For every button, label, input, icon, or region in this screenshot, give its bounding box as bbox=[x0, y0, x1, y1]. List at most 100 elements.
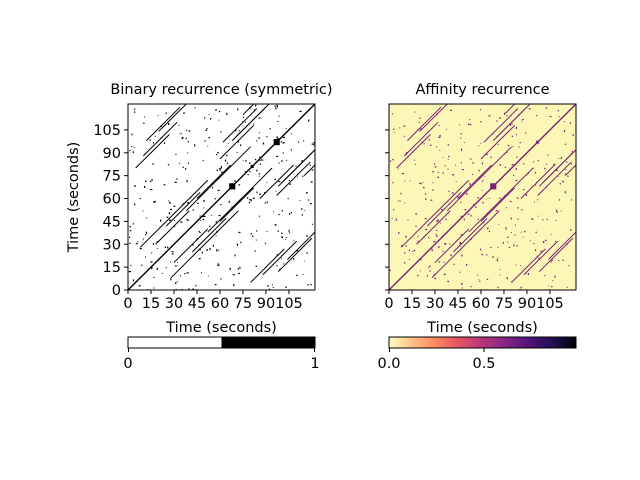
recurrence-point bbox=[499, 197, 501, 200]
recurrence-point bbox=[520, 264, 522, 266]
recurrence-point bbox=[521, 209, 523, 211]
recurrence-point bbox=[414, 111, 416, 113]
recurrence-line bbox=[234, 104, 270, 138]
recurrence-point bbox=[271, 284, 273, 286]
recurrence-point bbox=[170, 208, 173, 211]
recurrence-point bbox=[252, 197, 255, 199]
recurrence-point bbox=[449, 243, 451, 245]
colorbar-tick-label: 0 bbox=[123, 356, 132, 372]
recurrence-point bbox=[256, 140, 258, 142]
recurrence-point bbox=[531, 218, 534, 220]
y-tick-label: 15 bbox=[103, 260, 121, 276]
recurrence-point bbox=[525, 193, 528, 197]
recurrence-point bbox=[560, 156, 562, 159]
recurrence-point bbox=[264, 192, 266, 194]
recurrence-point bbox=[174, 181, 177, 183]
recurrence-point bbox=[419, 117, 421, 119]
recurrence-point bbox=[276, 254, 278, 256]
recurrence-line bbox=[503, 104, 516, 116]
recurrence-point bbox=[276, 104, 278, 107]
recurrence-point bbox=[429, 270, 431, 272]
recurrence-point bbox=[391, 217, 393, 219]
recurrence-point bbox=[472, 162, 474, 164]
recurrence-point bbox=[422, 186, 425, 189]
recurrence-point bbox=[308, 119, 310, 122]
recurrence-point bbox=[255, 104, 257, 107]
recurrence-point bbox=[545, 187, 547, 189]
recurrence-point bbox=[417, 240, 420, 243]
recurrence-point bbox=[459, 271, 461, 273]
recurrence-point bbox=[129, 225, 131, 228]
recurrence-point bbox=[137, 241, 139, 243]
recurrence-point bbox=[463, 218, 465, 221]
recurrence-point bbox=[517, 207, 519, 209]
recurrence-point bbox=[404, 202, 406, 204]
recurrence-point bbox=[237, 108, 239, 111]
recurrence-point bbox=[301, 160, 303, 162]
recurrence-point bbox=[537, 215, 539, 217]
colorbar-high bbox=[221, 337, 315, 348]
recurrence-point bbox=[182, 166, 184, 168]
recurrence-point bbox=[432, 170, 434, 173]
recurrence-point bbox=[198, 218, 200, 220]
recurrence-point bbox=[432, 189, 434, 191]
recurrence-point bbox=[438, 261, 441, 263]
recurrence-point bbox=[186, 180, 188, 183]
recurrence-point bbox=[482, 201, 484, 204]
recurrence-line bbox=[216, 146, 251, 181]
recurrence-point bbox=[168, 122, 170, 126]
recurrence-point bbox=[419, 270, 421, 272]
recurrence-point bbox=[133, 146, 135, 148]
recurrence-block bbox=[250, 164, 254, 169]
recurrence-point bbox=[528, 108, 531, 110]
recurrence-point bbox=[562, 180, 564, 183]
recurrence-line bbox=[495, 104, 531, 138]
recurrence-point bbox=[211, 186, 214, 189]
recurrence-point bbox=[503, 195, 506, 196]
recurrence-point bbox=[415, 213, 418, 215]
recurrence-point bbox=[247, 197, 249, 199]
recurrence-point bbox=[448, 190, 450, 192]
recurrence-point bbox=[445, 243, 447, 246]
recurrence-point bbox=[469, 182, 471, 184]
recurrence-point bbox=[470, 238, 472, 240]
recurrence-point bbox=[245, 160, 247, 162]
recurrence-point bbox=[266, 201, 268, 204]
recurrence-line bbox=[416, 210, 451, 245]
recurrence-point bbox=[438, 245, 440, 249]
recurrence-point bbox=[258, 117, 261, 119]
recurrence-point bbox=[259, 160, 261, 162]
x-axis: 0 15 30 45 60 75 90 105 bbox=[123, 290, 303, 312]
recurrence-point bbox=[439, 222, 441, 224]
recurrence-point bbox=[144, 116, 145, 118]
recurrence-point bbox=[503, 122, 505, 123]
recurrence-point bbox=[556, 168, 558, 170]
recurrence-point bbox=[533, 161, 535, 163]
y-tick-label: 90 bbox=[103, 146, 121, 162]
recurrence-point bbox=[211, 214, 213, 216]
recurrence-point bbox=[430, 199, 433, 201]
recurrence-point bbox=[179, 275, 182, 277]
recurrence-point bbox=[217, 263, 220, 265]
recurrence-point bbox=[135, 243, 138, 245]
recurrence-point bbox=[435, 230, 438, 232]
recurrence-point bbox=[389, 269, 391, 272]
recurrence-point bbox=[419, 128, 422, 130]
recurrence-point bbox=[551, 286, 553, 288]
recurrence-point bbox=[484, 175, 486, 177]
recurrence-point bbox=[570, 199, 573, 201]
recurrence-point bbox=[438, 124, 440, 126]
recurrence-point bbox=[305, 192, 308, 194]
recurrence-point bbox=[460, 201, 462, 203]
recurrence-line bbox=[403, 121, 439, 157]
y-tick-label: 105 bbox=[93, 123, 121, 139]
recurrence-point bbox=[515, 264, 517, 266]
recurrence-point bbox=[283, 263, 285, 265]
recurrence-point bbox=[171, 253, 174, 255]
recurrence-line bbox=[480, 124, 516, 160]
recurrence-point bbox=[467, 123, 470, 126]
recurrence-point bbox=[200, 271, 202, 274]
colorbar-gradient bbox=[389, 337, 576, 348]
y-tick-label: 60 bbox=[103, 192, 121, 208]
recurrence-point bbox=[309, 164, 311, 166]
